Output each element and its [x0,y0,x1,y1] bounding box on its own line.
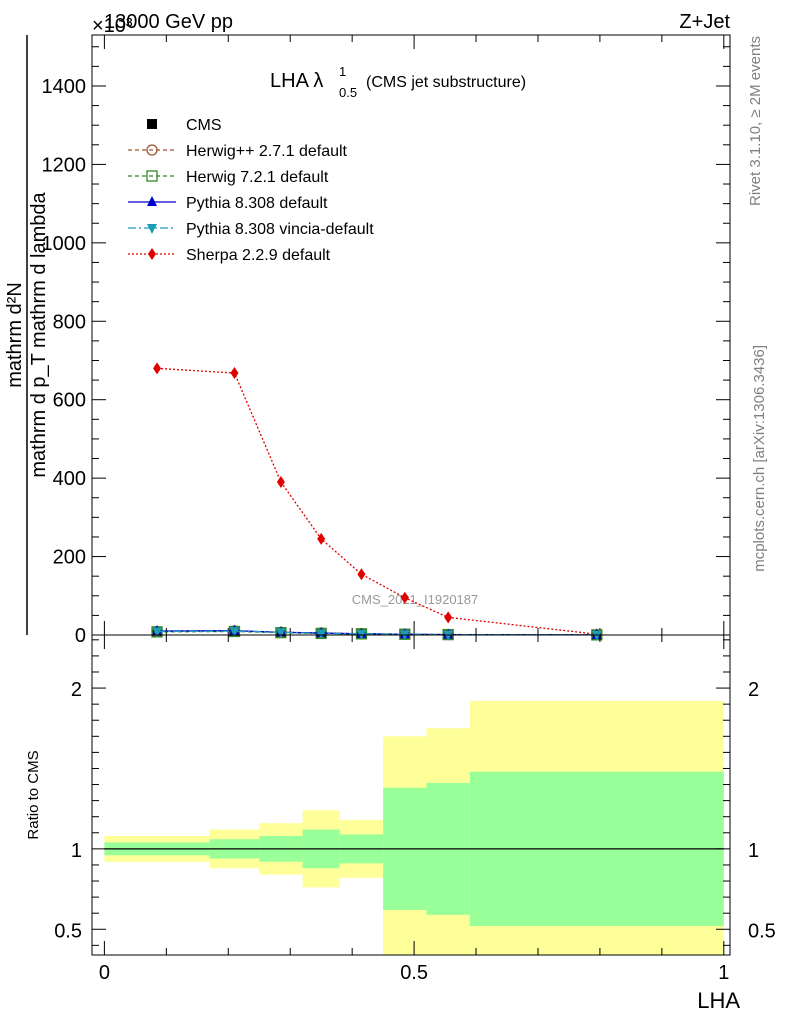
main-panel: 0 200 400 600 800 1000 1200 1400 CMS_2021_I1920… [42,34,731,647]
header-energy: 13000 GeV pp [104,11,233,33]
legend-marker-sherpa-2-2-9-default [148,248,156,260]
main-ytick-label: 1400 [42,76,87,98]
main-y-ticks: 0 200 400 600 800 1000 1200 1400 [42,46,730,647]
ylabel-main-denominator: mathrm d p_T mathrm d lambda [28,191,50,477]
main-ytick-label: 600 [53,390,86,412]
ratio-x-ticks: 0 0.5 1 [99,635,729,984]
legend-marker-pythia-8-308-vincia-default [147,224,157,234]
data-point-pythia-8-308-vincia-default [152,627,163,638]
ratio-ytick-label: 2 [71,679,82,701]
ratio-ytick-label-right: 1 [748,840,759,862]
ratio-xtick-label: 0.5 [400,962,428,984]
series-line-sherpa-2-2-9-default [156,367,597,635]
main-ytick-label: 800 [53,311,86,333]
legend-label-pythia-8-308-vincia-default: Pythia 8.308 vincia-default [186,221,374,238]
legend: CMS Herwig++ 2.7.1 default Herwig 7.2.1 de… [128,117,374,264]
main-ytick-label: 1200 [42,154,87,176]
legend-marker-herwig-2-7-1-default [146,144,158,156]
data-point-pythia-8-308-vincia-default [591,630,602,641]
legend-marker-herwig-7-2-1-default [146,170,158,182]
watermark: CMS_2021_I1920187 [352,592,479,607]
plot-title: LHA λ 1 0.5 (CMS jet substructure) [270,64,526,100]
side-label-rivet: Rivet 3.1.10, ≥ 2M events [747,36,764,206]
legend-label-pythia-8-308-default: Pythia 8.308 default [186,195,328,212]
ratio-ytick-label: 0.5 [54,920,82,942]
ratio-panel: 0.5 0.51 12 2 0 0.5 1 Ratio to CMS [25,634,776,984]
data-point-pythia-8-308-vincia-default [316,629,327,640]
title-note: (CMS jet substructure) [366,74,526,91]
data-point-sherpa-2-2-9-default [153,362,162,375]
data-point-pythia-8-308-vincia-default [443,630,454,641]
ratio-ytick-label-right: 0.5 [748,920,776,942]
legend-label-herwig-2-7-1-default: Herwig++ 2.7.1 default [186,143,348,160]
main-ytick-label: 400 [53,468,86,490]
main-ytick-label: 1000 [42,233,87,255]
x-axis-label: LHA [697,988,740,1013]
legend-label-cms: CMS [186,117,222,134]
ratio-frame [91,634,731,956]
data-point-pythia-8-308-vincia-default [229,627,240,638]
series-line-pythia-8-308-vincia-default [157,630,597,636]
side-label-mcplots: mcplots.cern.ch [arXiv:1306.3436] [751,345,768,572]
main-y-label: mathrm d²N mathrm d p_T mathrm d lambda [4,35,50,635]
data-point-sherpa-2-2-9-default [276,476,285,489]
title-subscript: 0.5 [339,85,357,100]
ratio-xtick-label: 1 [718,962,729,984]
data-point-sherpa-2-2-9-default [400,591,409,604]
ratio-ytick-label-right: 2 [748,679,759,701]
header-process: Z+Jet [679,11,730,33]
data-point-sherpa-2-2-9-default [357,568,366,581]
data-point-sherpa-2-2-9-default [444,611,453,624]
title-main: LHA λ [270,70,323,92]
main-x-ticks [103,35,725,635]
ratio-xtick-label: 0 [99,962,110,984]
ratio-bands [104,700,724,955]
data-point-sherpa-2-2-9-default [317,532,326,545]
main-ytick-label: 0 [75,625,86,647]
title-superscript: 1 [339,64,346,79]
ylabel-ratio: Ratio to CMS [25,750,42,839]
legend-label-herwig-7-2-1-default: Herwig 7.2.1 default [186,169,329,186]
ratio-y-ticks: 0.5 0.5 1 1 2 2 [54,639,776,946]
ylabel-main-numerator: mathrm d²N [4,282,26,388]
data-point-sherpa-2-2-9-default [230,367,239,380]
legend-marker-pythia-8-308-default [147,196,157,206]
legend-label-sherpa-2-2-9-default: Sherpa 2.2.9 default [186,247,331,264]
exponent-label: ×10³ [92,15,133,37]
ratio-ytick-label: 1 [71,840,82,862]
legend-marker-cms [147,119,157,129]
data-point-pythia-8-308-vincia-default [275,628,286,639]
main-ytick-label: 200 [53,547,86,569]
